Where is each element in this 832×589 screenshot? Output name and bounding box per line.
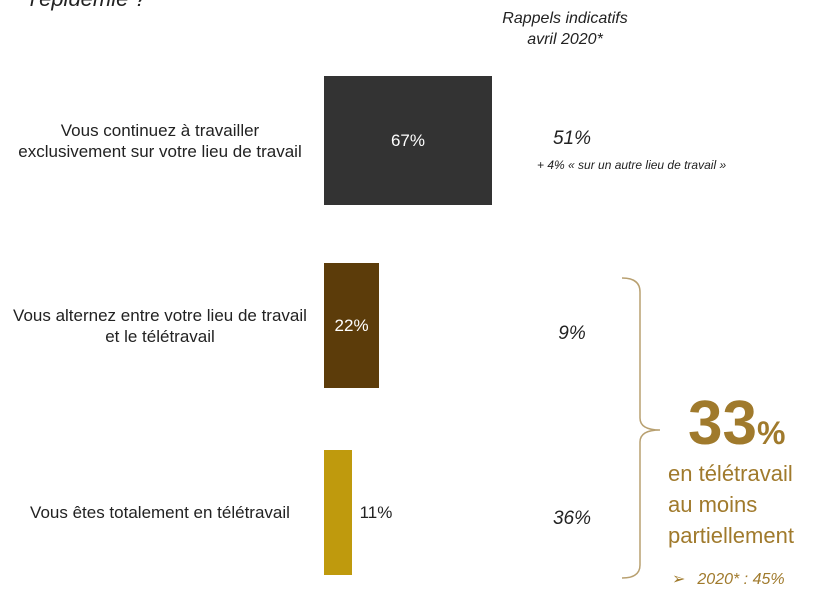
category-label: Vous alternez entre votre lieu de travai…	[13, 305, 307, 346]
recall-note: + 4% « sur un autre lieu de travail »	[537, 158, 727, 172]
summary-unit: %	[756, 415, 786, 451]
recall-value: 9%	[558, 323, 586, 344]
bar	[324, 263, 380, 388]
category-label: Vous continuez à travailler exclusivemen…	[18, 120, 302, 161]
recall-title: Rappels indicatifs avril 2020*	[465, 8, 665, 50]
recall-value: 51%	[552, 128, 592, 149]
title: l'épidémie ?	[30, 0, 147, 12]
recall-title-line: Rappels indicatifs	[502, 10, 628, 27]
recall-title-line: avril 2020*	[527, 31, 603, 48]
summary-bullet: ➢ 2020* : 45%	[672, 569, 785, 589]
summary-value: 33	[688, 389, 757, 458]
category-label: Vous êtes totalement en télétravail	[30, 503, 290, 522]
value-label: 11%	[359, 502, 393, 522]
bar	[324, 76, 492, 205]
summary-figure: 33%	[688, 388, 785, 459]
value-label: 67%	[390, 130, 425, 150]
recall-value: 36%	[552, 508, 592, 529]
summary-line: partiellement	[668, 523, 794, 548]
summary-text: en télétravail au moins partiellement	[668, 458, 794, 551]
bullet-text: 2020* : 45%	[697, 571, 785, 588]
summary-line: en télétravail	[668, 461, 793, 486]
bar	[324, 450, 352, 575]
summary-line: au moins	[668, 492, 758, 517]
value-label: 22%	[334, 315, 369, 335]
bullet-arrow: ➢	[672, 571, 686, 588]
